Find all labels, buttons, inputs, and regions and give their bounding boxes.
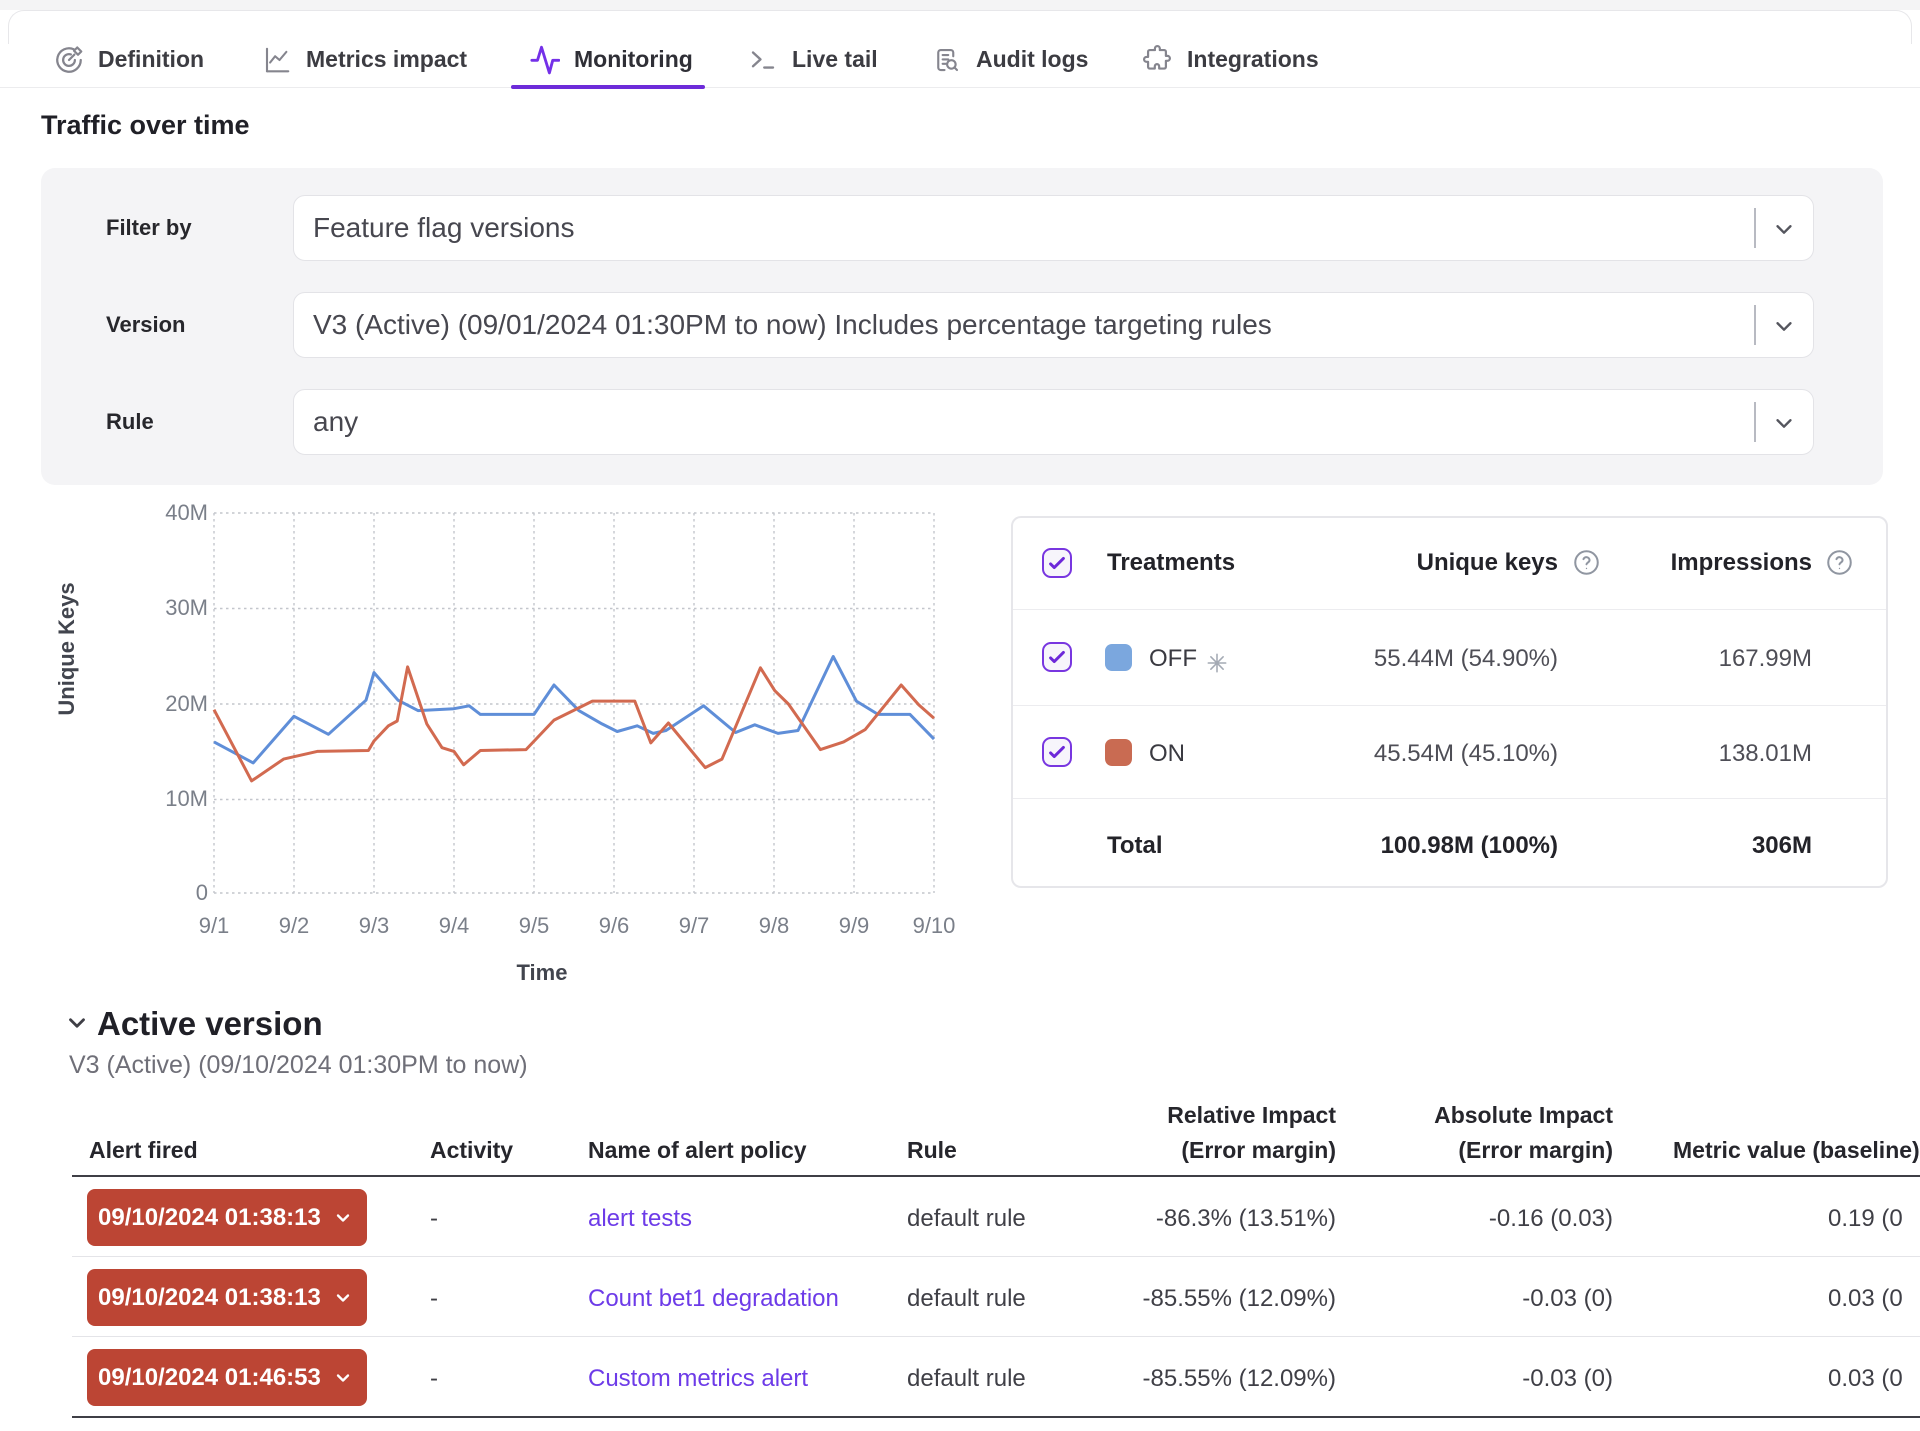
- svg-text:9/7: 9/7: [679, 913, 710, 938]
- svg-text:0: 0: [196, 880, 208, 905]
- svg-text:9/9: 9/9: [839, 913, 870, 938]
- svg-text:Time: Time: [517, 960, 568, 985]
- svg-text:9/5: 9/5: [519, 913, 550, 938]
- svg-text:30M: 30M: [165, 595, 208, 620]
- svg-text:9/3: 9/3: [359, 913, 390, 938]
- svg-text:Unique Keys: Unique Keys: [54, 582, 79, 715]
- svg-text:9/8: 9/8: [759, 913, 790, 938]
- svg-text:9/10: 9/10: [913, 913, 956, 938]
- svg-text:9/4: 9/4: [439, 913, 470, 938]
- svg-text:10M: 10M: [165, 786, 208, 811]
- svg-text:9/6: 9/6: [599, 913, 630, 938]
- svg-text:20M: 20M: [165, 691, 208, 716]
- svg-text:9/2: 9/2: [279, 913, 310, 938]
- svg-text:9/1: 9/1: [199, 913, 230, 938]
- svg-text:40M: 40M: [165, 500, 208, 525]
